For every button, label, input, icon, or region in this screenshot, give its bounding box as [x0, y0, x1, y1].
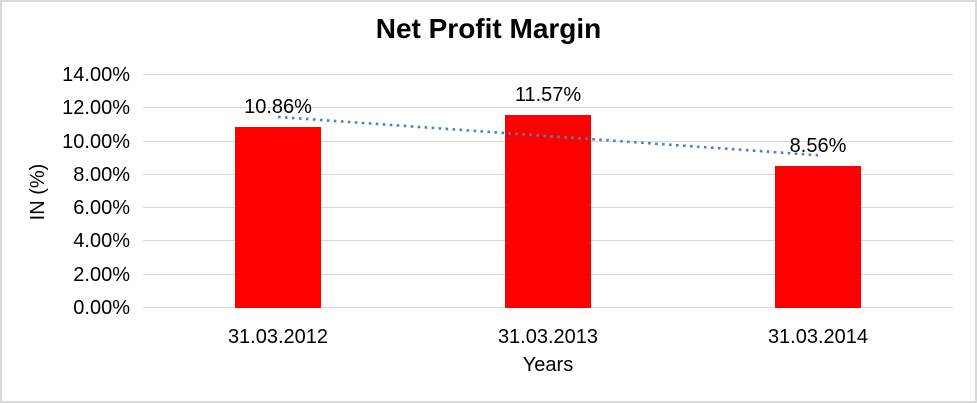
x-tick-label: 31.03.2014 [767, 326, 869, 348]
y-tick-label: 4.00% [73, 230, 130, 253]
bar [775, 165, 861, 308]
bar [235, 127, 321, 308]
y-tick-label: 0.00% [73, 297, 130, 319]
y-tick-label: 2.00% [73, 263, 130, 286]
y-tick-label: 8.00% [73, 163, 130, 186]
bar-value-label: 10.86% [244, 96, 312, 119]
y-tick-label: 12.00% [62, 97, 130, 120]
chart-title: Net Profit Margin [375, 13, 602, 44]
x-axis-title: Years [522, 354, 574, 376]
bar-value-label: 8.56% [789, 134, 847, 157]
y-tick-label: 14.00% [62, 64, 130, 86]
x-tick-label: 31.03.2013 [497, 326, 599, 348]
y-tick-label: 10.00% [62, 130, 130, 153]
bar-value-label: 11.57% [514, 84, 582, 107]
y-tick-label: 6.00% [73, 197, 130, 220]
gridline [143, 74, 953, 75]
x-tick-label: 31.03.2012 [227, 326, 329, 348]
gridline [143, 107, 953, 109]
bar [505, 115, 591, 308]
